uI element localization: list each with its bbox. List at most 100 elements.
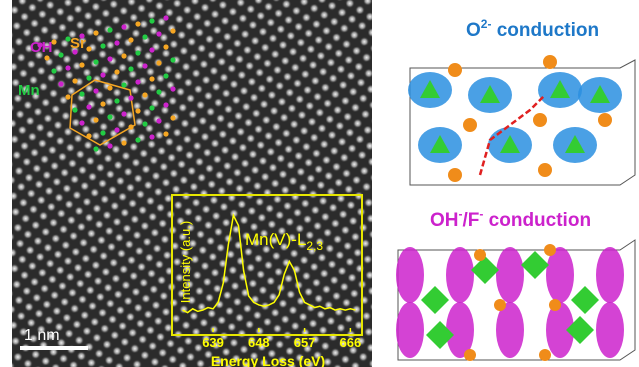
- sr-atom: [464, 349, 476, 361]
- lattice-dot: [72, 49, 77, 54]
- sr-atom: [543, 55, 557, 69]
- lattice-dot: [65, 36, 70, 41]
- x-tick-label: 639: [202, 335, 224, 350]
- lattice-dot: [170, 115, 175, 120]
- lattice-dot: [121, 82, 126, 87]
- lattice-dot: [100, 43, 105, 48]
- lattice-dot: [128, 95, 133, 100]
- lattice-dot: [135, 21, 140, 26]
- lattice-dot: [121, 24, 126, 29]
- lattice-dot: [135, 108, 140, 113]
- lattice-dot: [93, 88, 98, 93]
- lattice-dot: [135, 50, 140, 55]
- lattice-dot: [170, 57, 175, 62]
- sr-atom: [448, 63, 462, 77]
- lattice-dot: [86, 104, 91, 109]
- lattice-dot: [128, 124, 133, 129]
- lattice-dot: [65, 94, 70, 99]
- title-part: /F: [463, 210, 480, 231]
- lattice-dot: [51, 68, 56, 73]
- lattice-dot: [163, 44, 168, 49]
- sr-atom: [538, 163, 552, 177]
- lattice-dot: [72, 78, 77, 83]
- x-tick-label: 666: [340, 335, 362, 350]
- lattice-dot: [107, 143, 112, 148]
- lattice-dot: [163, 131, 168, 136]
- annotation-sub: 2,3: [306, 239, 323, 253]
- lattice-dot: [65, 65, 70, 70]
- panel-title: OH-/F- conduction: [430, 207, 591, 231]
- lattice-dot: [79, 120, 84, 125]
- lattice-dot: [121, 140, 126, 145]
- stem-image: [12, 0, 372, 367]
- lattice-dot: [114, 98, 119, 103]
- lattice-dot: [156, 89, 161, 94]
- lattice-dot: [156, 60, 161, 65]
- lattice-dot: [58, 81, 63, 86]
- lattice-dot: [51, 39, 56, 44]
- lattice-dot: [107, 114, 112, 119]
- lattice-dot: [37, 42, 42, 47]
- sr-atom: [494, 299, 506, 311]
- sr-atom: [448, 168, 462, 182]
- title-part: conduction: [491, 20, 599, 41]
- lattice-dot: [79, 62, 84, 67]
- lattice-dot: [107, 85, 112, 90]
- lattice-dot: [163, 73, 168, 78]
- lattice-dot: [93, 146, 98, 151]
- lattice-dot: [142, 92, 147, 97]
- lattice-dot: [149, 105, 154, 110]
- lattice-dot: [107, 27, 112, 32]
- title-sup: 2-: [481, 17, 492, 31]
- lattice-dot: [128, 66, 133, 71]
- lattice-dot: [114, 69, 119, 74]
- sr-atom: [539, 349, 551, 361]
- y-axis-label: Intensity (a.u.): [178, 221, 193, 303]
- lattice-dot: [107, 56, 112, 61]
- x-axis-label: Energy Loss (eV): [211, 353, 325, 367]
- lattice-dot: [114, 127, 119, 132]
- lattice-dot: [156, 118, 161, 123]
- lattice-dot: [86, 133, 91, 138]
- lattice-dot: [149, 47, 154, 52]
- lattice-dot: [44, 55, 49, 60]
- lattice-dot: [72, 107, 77, 112]
- polyhedron: [471, 256, 499, 284]
- lattice-dot: [163, 102, 168, 107]
- lattice-dot: [149, 76, 154, 81]
- sr-atom: [598, 113, 612, 127]
- lattice-dot: [100, 72, 105, 77]
- scale-label: 1 nm: [24, 327, 60, 344]
- density-blob: [396, 302, 424, 358]
- annotation-text: Mn(V)-L: [245, 230, 306, 249]
- lattice-dot: [86, 46, 91, 51]
- lattice-dot: [100, 101, 105, 106]
- lattice-dot: [142, 63, 147, 68]
- x-tick-label: 657: [294, 335, 316, 350]
- lattice-dot: [79, 33, 84, 38]
- lattice-dot: [170, 86, 175, 91]
- lattice-dot: [128, 37, 133, 42]
- sr-atom: [549, 299, 561, 311]
- density-blob: [446, 247, 474, 303]
- panel-title: O2- conduction: [466, 17, 599, 41]
- lattice-dot: [121, 111, 126, 116]
- mn-label: Mn: [18, 82, 40, 99]
- x-tick-label: 648: [248, 335, 270, 350]
- lattice-dot: [86, 75, 91, 80]
- title-part: OH: [430, 210, 459, 231]
- density-blob: [496, 247, 524, 303]
- polyhedron: [421, 286, 449, 314]
- sr-atom: [544, 244, 556, 256]
- lattice-dot: [149, 134, 154, 139]
- lattice-dot: [135, 137, 140, 142]
- lattice-dot: [142, 121, 147, 126]
- title-part: O: [466, 20, 481, 41]
- sr-atom: [463, 118, 477, 132]
- sr-atom: [533, 113, 547, 127]
- lattice-dot: [100, 130, 105, 135]
- lattice-dot: [58, 52, 63, 57]
- density-blob: [596, 302, 624, 358]
- page: {"figure": { "image_labels": {"oh": "OH"…: [0, 0, 639, 367]
- density-blob: [596, 247, 624, 303]
